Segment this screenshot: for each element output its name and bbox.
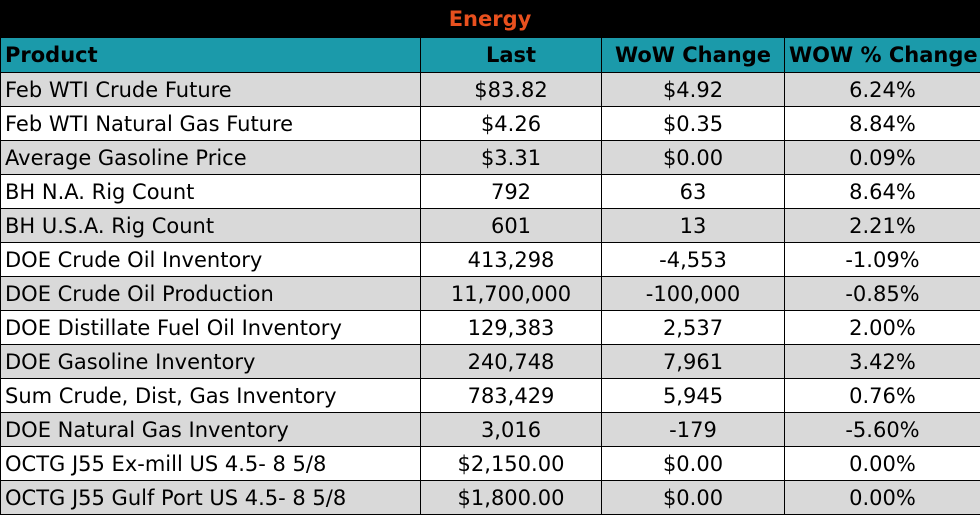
header-row: Product Last WoW Change WOW % Change bbox=[0, 37, 980, 73]
last-cell: $1,800.00 bbox=[420, 480, 602, 515]
wow-pct-cell: 8.64% bbox=[784, 174, 980, 209]
header-wow-change: WoW Change bbox=[601, 37, 785, 73]
last-cell: 783,429 bbox=[420, 378, 602, 413]
last-cell: 413,298 bbox=[420, 242, 602, 277]
table-body: Feb WTI Crude Future $83.82 $4.92 6.24% Feb… bbox=[0, 72, 980, 515]
wow-pct-cell: -0.85% bbox=[784, 276, 980, 311]
table-row: BH U.S.A. Rig Count 601 13 2.21% bbox=[0, 208, 980, 243]
product-cell: OCTG J55 Ex-mill US 4.5- 8 5/8 bbox=[0, 446, 421, 481]
wow-change-cell: 7,961 bbox=[601, 344, 785, 379]
wow-change-cell: $0.00 bbox=[601, 446, 785, 481]
table-row: DOE Natural Gas Inventory 3,016 -179 -5.60% bbox=[0, 412, 980, 447]
data-table: Product Last WoW Change WOW % Change Feb… bbox=[0, 37, 980, 515]
table-row: DOE Crude Oil Production 11,700,000 -100,0… bbox=[0, 276, 980, 311]
wow-change-cell: -100,000 bbox=[601, 276, 785, 311]
wow-change-cell: 13 bbox=[601, 208, 785, 243]
wow-pct-cell: 0.09% bbox=[784, 140, 980, 175]
wow-pct-cell: 2.21% bbox=[784, 208, 980, 243]
table-row: OCTG J55 Ex-mill US 4.5- 8 5/8 $2,150.00 $… bbox=[0, 446, 980, 481]
table-title: Energy bbox=[0, 0, 980, 37]
wow-change-cell: $0.35 bbox=[601, 106, 785, 141]
table-row: Average Gasoline Price $3.31 $0.00 0.09% bbox=[0, 140, 980, 175]
product-cell: BH N.A. Rig Count bbox=[0, 174, 421, 209]
wow-pct-cell: -1.09% bbox=[784, 242, 980, 277]
wow-change-cell: 63 bbox=[601, 174, 785, 209]
table-row: Feb WTI Natural Gas Future $4.26 $0.35 8.84… bbox=[0, 106, 980, 141]
product-cell: Sum Crude, Dist, Gas Inventory bbox=[0, 378, 421, 413]
table-row: Feb WTI Crude Future $83.82 $4.92 6.24% bbox=[0, 72, 980, 107]
wow-pct-cell: 2.00% bbox=[784, 310, 980, 345]
wow-change-cell: $0.00 bbox=[601, 140, 785, 175]
last-cell: $3.31 bbox=[420, 140, 602, 175]
product-cell: Average Gasoline Price bbox=[0, 140, 421, 175]
wow-change-cell: $0.00 bbox=[601, 480, 785, 515]
wow-pct-cell: 8.84% bbox=[784, 106, 980, 141]
header-wow-pct-change: WOW % Change bbox=[784, 37, 980, 73]
wow-change-cell: -179 bbox=[601, 412, 785, 447]
product-cell: DOE Distillate Fuel Oil Inventory bbox=[0, 310, 421, 345]
product-cell: Feb WTI Crude Future bbox=[0, 72, 421, 107]
wow-pct-cell: 0.00% bbox=[784, 446, 980, 481]
last-cell: 3,016 bbox=[420, 412, 602, 447]
wow-change-cell: 2,537 bbox=[601, 310, 785, 345]
header-last: Last bbox=[420, 37, 602, 73]
wow-pct-cell: 0.00% bbox=[784, 480, 980, 515]
wow-pct-cell: 0.76% bbox=[784, 378, 980, 413]
wow-change-cell: 5,945 bbox=[601, 378, 785, 413]
table-row: Sum Crude, Dist, Gas Inventory 783,429 5,9… bbox=[0, 378, 980, 413]
wow-change-cell: $4.92 bbox=[601, 72, 785, 107]
last-cell: $2,150.00 bbox=[420, 446, 602, 481]
table-row: OCTG J55 Gulf Port US 4.5- 8 5/8 $1,800.0… bbox=[0, 480, 980, 515]
last-cell: 11,700,000 bbox=[420, 276, 602, 311]
table-row: DOE Crude Oil Inventory 413,298 -4,553 -1.0… bbox=[0, 242, 980, 277]
wow-pct-cell: -5.60% bbox=[784, 412, 980, 447]
last-cell: $4.26 bbox=[420, 106, 602, 141]
table-row: BH N.A. Rig Count 792 63 8.64% bbox=[0, 174, 980, 209]
product-cell: DOE Crude Oil Production bbox=[0, 276, 421, 311]
last-cell: 601 bbox=[420, 208, 602, 243]
product-cell: DOE Gasoline Inventory bbox=[0, 344, 421, 379]
last-cell: 129,383 bbox=[420, 310, 602, 345]
product-cell: Feb WTI Natural Gas Future bbox=[0, 106, 421, 141]
wow-change-cell: -4,553 bbox=[601, 242, 785, 277]
product-cell: OCTG J55 Gulf Port US 4.5- 8 5/8 bbox=[0, 480, 421, 515]
product-cell: BH U.S.A. Rig Count bbox=[0, 208, 421, 243]
header-product: Product bbox=[0, 37, 421, 73]
wow-pct-cell: 6.24% bbox=[784, 72, 980, 107]
table-row: DOE Distillate Fuel Oil Inventory 129,383… bbox=[0, 310, 980, 345]
last-cell: $83.82 bbox=[420, 72, 602, 107]
wow-pct-cell: 3.42% bbox=[784, 344, 980, 379]
product-cell: DOE Natural Gas Inventory bbox=[0, 412, 421, 447]
last-cell: 792 bbox=[420, 174, 602, 209]
last-cell: 240,748 bbox=[420, 344, 602, 379]
product-cell: DOE Crude Oil Inventory bbox=[0, 242, 421, 277]
table-row: DOE Gasoline Inventory 240,748 7,961 3.42% bbox=[0, 344, 980, 379]
